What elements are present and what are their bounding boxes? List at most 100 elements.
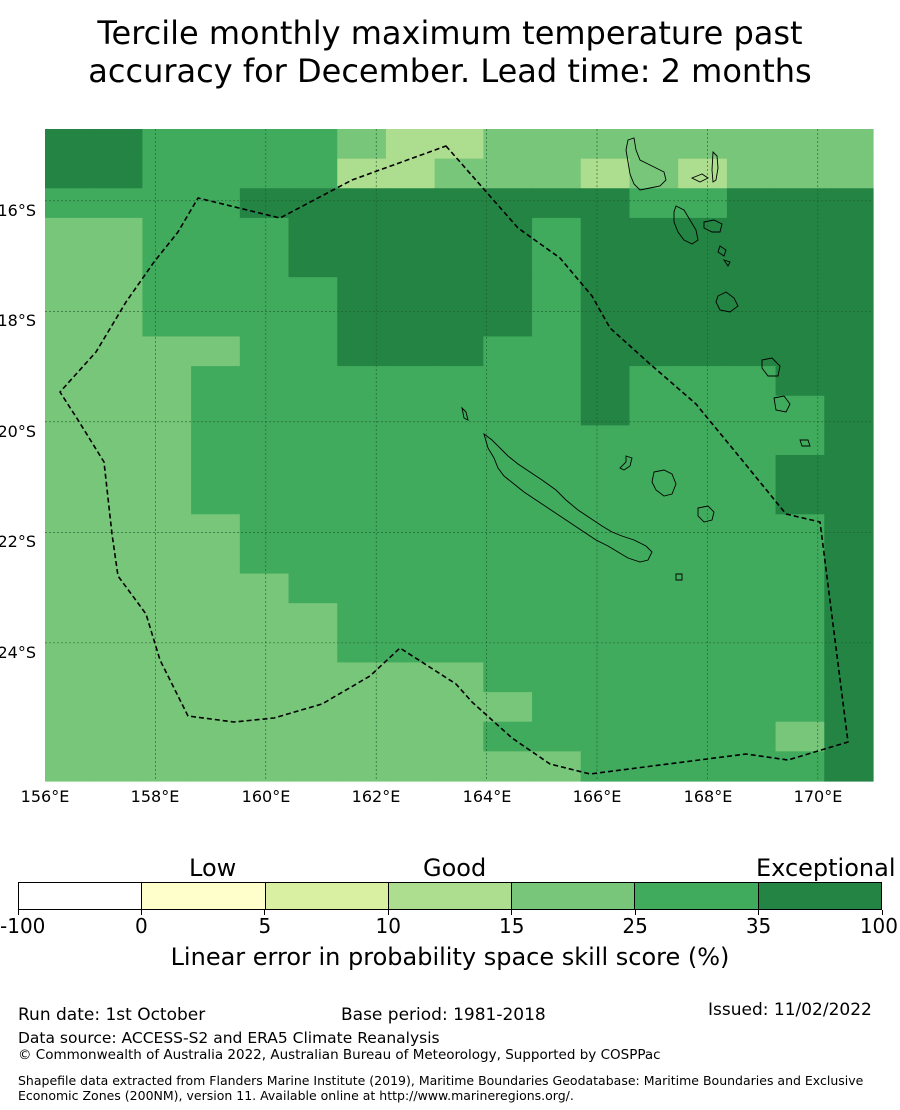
grid-cell: [434, 455, 484, 486]
grid-cell: [678, 158, 728, 189]
grid-cell: [629, 395, 679, 426]
grid-cell: [385, 514, 436, 545]
grid-cell: [142, 721, 192, 752]
grid-cell: [726, 129, 777, 160]
grid-cell: [142, 395, 192, 426]
grid-cell: [775, 306, 825, 338]
grid-cell: [239, 425, 290, 456]
grid-cell: [191, 188, 241, 219]
grid-cell: [93, 484, 144, 515]
legend-category-low: Low: [189, 854, 237, 882]
malakula-coastline: [673, 205, 699, 245]
grid-cell: [824, 543, 874, 575]
lon-label-166e: 166°E: [572, 787, 622, 806]
grid-cell: [775, 692, 825, 723]
grid-cell: [580, 425, 631, 456]
grid-cell: [629, 366, 679, 397]
grid-cell: [239, 692, 290, 723]
grid-cell: [337, 158, 387, 189]
grid-cell: [726, 543, 777, 575]
grid-cell: [434, 573, 484, 604]
grid-cell: [580, 217, 631, 249]
grid-cell: [191, 129, 241, 160]
grid-cell: [385, 306, 436, 338]
grid-cell: [483, 455, 533, 486]
grid-cell: [483, 721, 533, 752]
grid-cell: [580, 751, 631, 782]
grid-cell: [288, 514, 338, 545]
grid-cell: [191, 217, 241, 249]
color-bar-tick: [17, 910, 19, 915]
grid-cell: [288, 217, 338, 249]
grid-cell: [824, 217, 874, 249]
grid-cell: [45, 336, 95, 367]
grid-cell: [385, 721, 436, 752]
grid-cell: [337, 455, 387, 486]
grid-cell: [45, 247, 95, 278]
small-island-2: [675, 573, 683, 581]
data-source: Data source: ACCESS-S2 and ERA5 Climate …: [18, 1029, 440, 1047]
grid-cell: [337, 632, 387, 664]
grid-cell: [726, 751, 777, 782]
grid-cell: [337, 277, 387, 308]
grid-cell: [45, 721, 95, 752]
grid-cell: [191, 425, 241, 456]
lat-label-24s: 24°S: [0, 643, 36, 662]
ouvea-coastline: [619, 455, 633, 471]
skill-score-map: [45, 129, 874, 782]
grid-cell: [142, 514, 192, 545]
grid-cell: [726, 336, 777, 367]
color-bar-tick-label: 100: [859, 914, 898, 938]
grid-cell: [580, 721, 631, 752]
grid-cell: [93, 336, 144, 367]
grid-cell: [385, 543, 436, 575]
grid-cell: [678, 543, 728, 575]
lon-label-156e: 156°E: [20, 787, 70, 806]
grid-cell: [142, 632, 192, 664]
grid-cell: [629, 455, 679, 486]
grid-cell: [288, 366, 338, 397]
grid-cell: [45, 129, 95, 160]
grid-cell: [93, 247, 144, 278]
grid-cell: [434, 425, 484, 456]
lat-label-22s: 22°S: [0, 532, 36, 551]
grid-cell: [678, 366, 728, 397]
grid-cell: [629, 484, 679, 515]
grid-cell: [678, 336, 728, 367]
grid-cell: [678, 395, 728, 426]
grid-cell: [532, 692, 582, 723]
grid-cell: [678, 662, 728, 693]
color-bar-tick: [758, 910, 760, 915]
grid-cell: [191, 632, 241, 664]
grid-cell: [385, 336, 436, 367]
grid-cell: [580, 692, 631, 723]
grid-cell: [93, 721, 144, 752]
grid-cell: [483, 603, 533, 634]
grid-cell: [434, 277, 484, 308]
color-bar-segment: [512, 883, 636, 909]
grid-cell: [45, 751, 95, 782]
grid-cell: [824, 751, 874, 782]
grid-cell: [337, 573, 387, 604]
grid-cell: [385, 395, 436, 426]
grid-cell: [532, 573, 582, 604]
map-gridlines: [45, 129, 873, 781]
grid-cell: [93, 366, 144, 397]
lon-label-160e: 160°E: [241, 787, 291, 806]
lifou-coastline: [651, 469, 677, 497]
grid-cell: [629, 336, 679, 367]
color-bar-tick: [140, 910, 142, 915]
grid-cell: [239, 247, 290, 278]
grid-cell: [434, 336, 484, 367]
grid-cell: [726, 366, 777, 397]
grid-cell: [288, 662, 338, 693]
grid-cell: [142, 336, 192, 367]
grid-cell: [288, 632, 338, 664]
grid-cell: [678, 247, 728, 278]
grid-cell: [93, 129, 144, 160]
grid-cell: [385, 573, 436, 604]
grid-cell: [775, 603, 825, 634]
grid-cell: [483, 129, 533, 160]
grid-cell: [678, 306, 728, 338]
grid-cell: [434, 395, 484, 426]
